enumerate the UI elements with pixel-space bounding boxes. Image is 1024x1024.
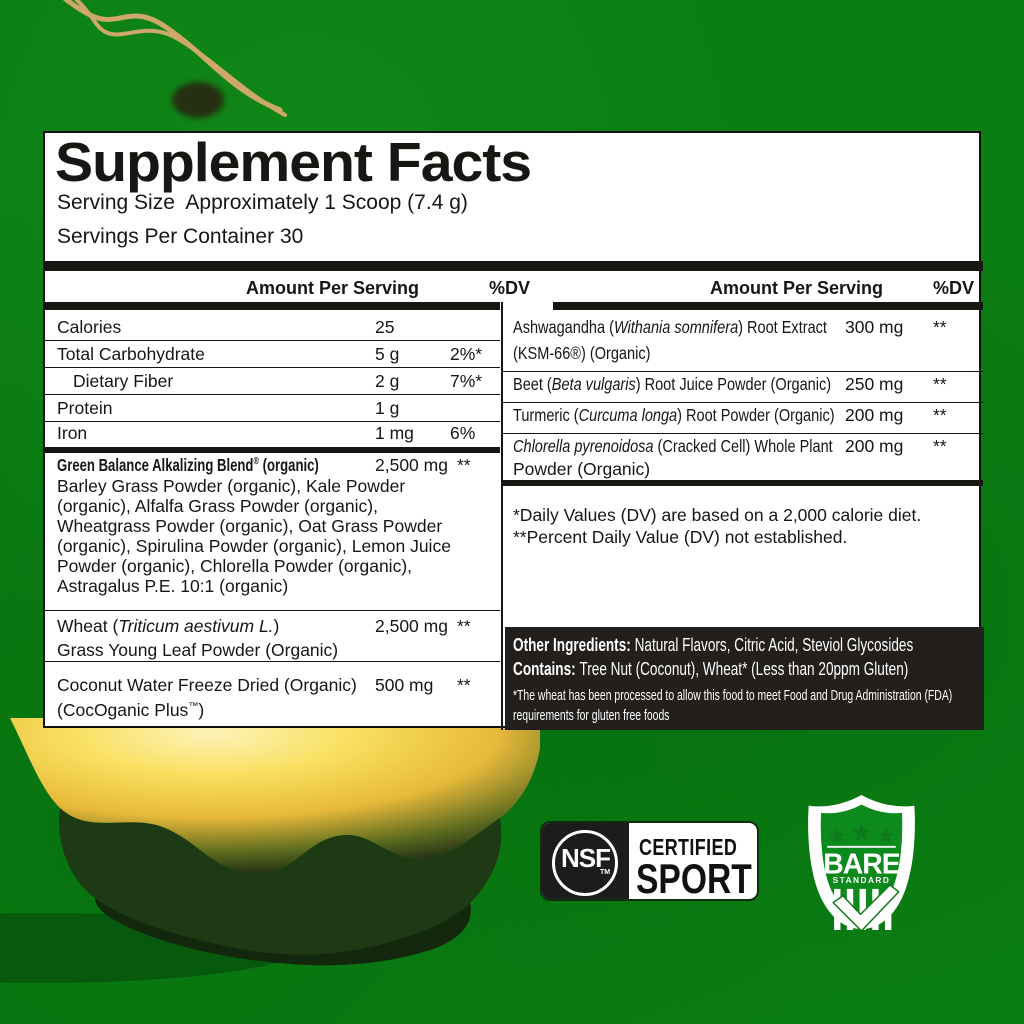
svg-text:STANDARD: STANDARD bbox=[833, 875, 891, 885]
